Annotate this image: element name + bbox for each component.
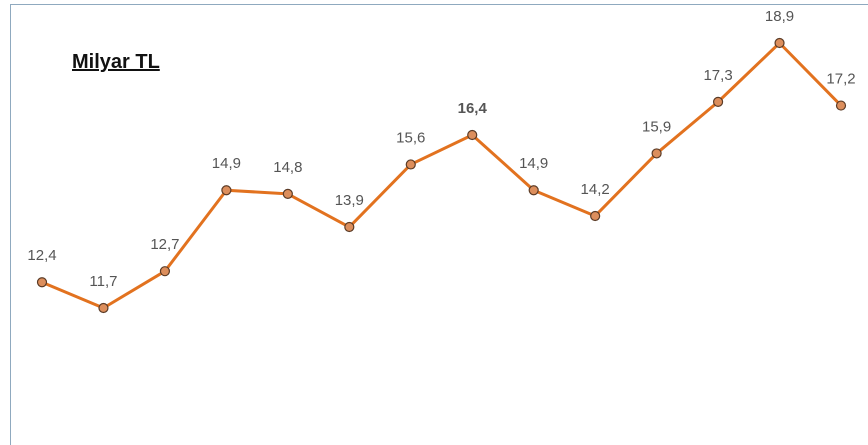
data-point	[282, 188, 293, 200]
data-point	[159, 266, 171, 277]
data-label: 15,9	[642, 118, 671, 135]
chart-title: Milyar TL	[72, 51, 160, 73]
data-label: 16,4	[458, 100, 488, 117]
data-label: 12,7	[150, 236, 179, 253]
data-point	[98, 302, 109, 314]
data-label: 17,2	[826, 71, 855, 88]
data-label: 14,9	[212, 155, 241, 172]
data-label: 11,7	[89, 273, 117, 290]
data-point	[712, 96, 724, 107]
data-point	[467, 129, 478, 141]
data-point	[344, 221, 355, 233]
data-point	[36, 277, 48, 288]
data-label: 14,2	[581, 181, 610, 198]
data-point	[651, 148, 662, 159]
data-label: 17,3	[703, 67, 732, 84]
data-point	[528, 185, 539, 196]
data-label: 14,8	[273, 159, 302, 176]
data-label: 13,9	[335, 192, 364, 209]
data-label: 12,4	[27, 247, 56, 264]
data-point	[221, 185, 232, 196]
chart-frame	[10, 4, 868, 445]
data-label: 14,9	[519, 155, 548, 172]
data-point	[835, 100, 847, 111]
data-point	[590, 210, 601, 222]
data-point	[405, 159, 416, 170]
data-point	[774, 37, 785, 49]
data-label: 18,9	[765, 8, 794, 25]
series-line	[41, 41, 843, 310]
data-label: 15,6	[396, 129, 425, 146]
